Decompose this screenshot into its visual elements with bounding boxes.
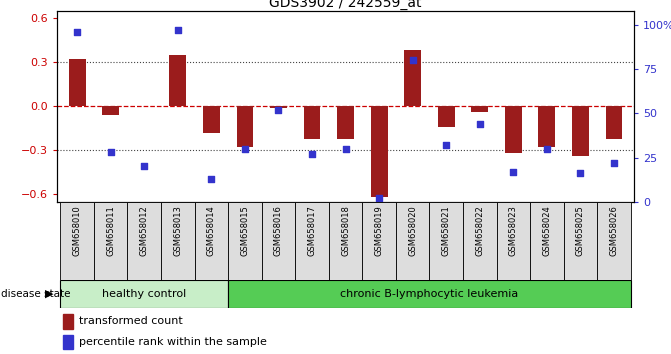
Text: ▶: ▶: [44, 289, 53, 299]
Bar: [94, 202, 127, 280]
Point: [206, 176, 217, 182]
Text: GSM658014: GSM658014: [207, 205, 216, 256]
Bar: [60, 280, 228, 308]
Text: GSM658016: GSM658016: [274, 205, 283, 256]
Text: GSM658020: GSM658020: [408, 205, 417, 256]
Bar: [463, 202, 497, 280]
Bar: [169, 55, 186, 106]
Bar: [429, 202, 463, 280]
Text: GSM658018: GSM658018: [341, 205, 350, 256]
Bar: [404, 50, 421, 106]
Point: [273, 107, 284, 113]
Bar: [236, 106, 253, 147]
Bar: [295, 202, 329, 280]
Text: disease state: disease state: [1, 289, 70, 299]
Text: GSM658019: GSM658019: [374, 205, 384, 256]
Point: [105, 149, 116, 155]
Bar: [530, 202, 564, 280]
Point: [340, 146, 351, 152]
Bar: [262, 202, 295, 280]
Bar: [337, 106, 354, 138]
Bar: [396, 202, 429, 280]
Bar: [370, 106, 387, 198]
Bar: [228, 202, 262, 280]
Bar: [605, 106, 622, 138]
Text: GSM658024: GSM658024: [542, 205, 552, 256]
Point: [441, 142, 452, 148]
Bar: [329, 202, 362, 280]
Text: percentile rank within the sample: percentile rank within the sample: [79, 337, 267, 347]
Bar: [303, 106, 320, 138]
Bar: [270, 106, 287, 108]
Bar: [437, 106, 454, 127]
Point: [139, 164, 150, 169]
Bar: [564, 202, 597, 280]
Bar: [597, 202, 631, 280]
Bar: [161, 202, 195, 280]
Point: [541, 146, 552, 152]
Text: GSM658021: GSM658021: [442, 205, 451, 256]
Text: GSM658026: GSM658026: [609, 205, 619, 256]
Text: GSM658011: GSM658011: [106, 205, 115, 256]
Bar: [60, 202, 94, 280]
Bar: [538, 106, 555, 147]
Bar: [362, 202, 396, 280]
Text: GSM658015: GSM658015: [240, 205, 250, 256]
Bar: [63, 314, 73, 329]
Text: GSM658022: GSM658022: [475, 205, 484, 256]
Bar: [203, 106, 219, 133]
Point: [609, 160, 619, 166]
Point: [575, 171, 586, 176]
Point: [508, 169, 519, 175]
Bar: [228, 280, 631, 308]
Bar: [572, 106, 588, 156]
Title: GDS3902 / 242559_at: GDS3902 / 242559_at: [269, 0, 422, 10]
Text: GSM658023: GSM658023: [509, 205, 518, 256]
Text: transformed count: transformed count: [79, 316, 183, 326]
Text: GSM658012: GSM658012: [140, 205, 149, 256]
Bar: [127, 202, 161, 280]
Point: [172, 27, 183, 33]
Text: GSM658010: GSM658010: [72, 205, 82, 256]
Text: GSM658013: GSM658013: [173, 205, 183, 256]
Text: GSM658025: GSM658025: [576, 205, 585, 256]
Bar: [497, 202, 530, 280]
Bar: [195, 202, 228, 280]
Point: [374, 195, 384, 201]
Bar: [63, 335, 73, 349]
Point: [307, 151, 317, 157]
Bar: [68, 59, 85, 106]
Point: [240, 146, 250, 152]
Text: GSM658017: GSM658017: [307, 205, 317, 256]
Text: chronic B-lymphocytic leukemia: chronic B-lymphocytic leukemia: [340, 289, 519, 299]
Point: [474, 121, 485, 127]
Bar: [505, 106, 521, 153]
Text: healthy control: healthy control: [102, 289, 187, 299]
Point: [407, 57, 418, 63]
Bar: [471, 106, 488, 112]
Point: [72, 29, 83, 35]
Bar: [102, 106, 119, 115]
